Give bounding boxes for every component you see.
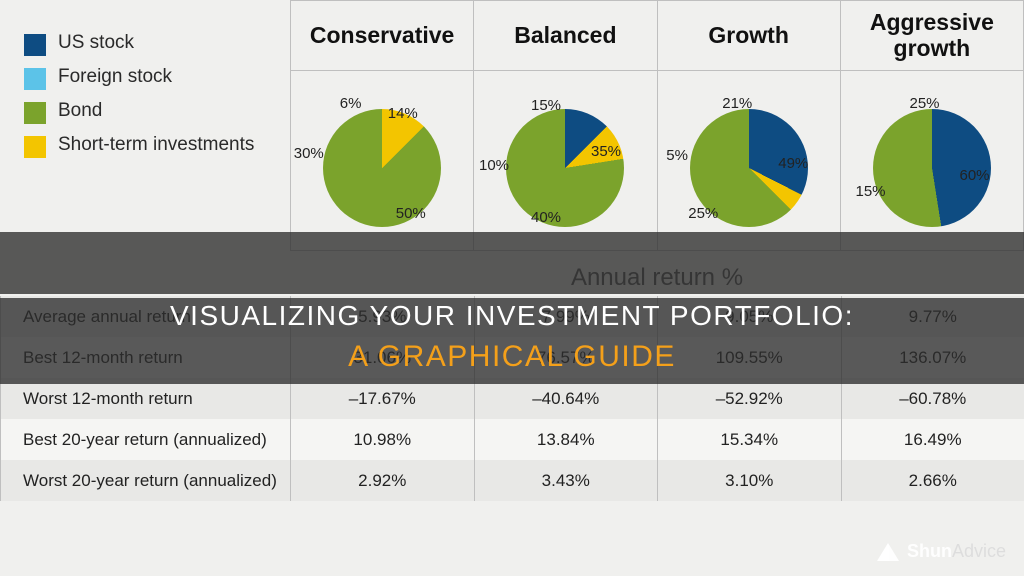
pie-slice-label: 25% [910, 95, 940, 112]
table-cell: 16.49% [841, 419, 1024, 460]
pie-slice-label: 15% [856, 183, 886, 200]
portfolio-header: Aggressivegrowth [840, 1, 1023, 71]
table-cell: –40.64% [474, 378, 658, 419]
table-cell: 3.10% [658, 460, 842, 501]
legend-label: Short-term investments [58, 134, 254, 156]
legend-item: Bond [24, 100, 272, 124]
table-cell: 2.92% [291, 460, 475, 501]
pie-slice-label: 10% [479, 157, 509, 174]
pie-slice-label: 50% [396, 205, 426, 222]
pie-row: 14% 6% 50% 30% 35% 15% 40% 10% 49% 21% 25% 5% 60% 25%… [291, 70, 1024, 250]
pie-cell: 35% 15% 40% 10% [474, 70, 657, 250]
overlay-band-1 [0, 232, 1024, 294]
table-cell: –52.92% [658, 378, 842, 419]
row-label: Best 20-year return (annualized) [1, 419, 291, 460]
overlay-line-1: VISUALIZING YOUR INVESTMENT PORTFOLIO: [0, 300, 1024, 332]
watermark-icon [877, 543, 899, 561]
portfolio-header: Conservative [291, 1, 474, 71]
pie-slice-label: 25% [688, 205, 718, 222]
pie-slice-label: 15% [531, 97, 561, 114]
pie-slice-label: 60% [960, 167, 990, 184]
legend-swatch [24, 136, 46, 158]
table-cell: 2.66% [841, 460, 1024, 501]
table-row: Worst 12-month return–17.67%–40.64%–52.9… [1, 378, 1024, 419]
table-cell: 13.84% [474, 419, 658, 460]
table-row: Worst 20-year return (annualized)2.92%3.… [1, 460, 1024, 501]
table-cell: 3.43% [474, 460, 658, 501]
pie-slice-label: 5% [666, 147, 688, 164]
portfolio-header-table: ConservativeBalancedGrowthAggressivegrow… [290, 0, 1024, 251]
pie-slice-label: 21% [722, 95, 752, 112]
portfolio-header: Growth [657, 1, 840, 71]
watermark-brand: Shun [907, 541, 952, 561]
pie-chart [506, 109, 624, 227]
pie-slice-label: 14% [388, 105, 418, 122]
pie-cell: 14% 6% 50% 30% [291, 70, 474, 250]
legend-label: Bond [58, 100, 102, 122]
pie-slice-label: 35% [591, 143, 621, 160]
legend-swatch [24, 68, 46, 90]
pie-slice-label: 30% [294, 145, 324, 162]
legend-swatch [24, 34, 46, 56]
pie-cell: 60% 25% 15% [840, 70, 1023, 250]
table-cell: –60.78% [841, 378, 1024, 419]
legend-item: US stock [24, 32, 272, 56]
pie-slice-label: 6% [340, 95, 362, 112]
legend-item: Short-term investments [24, 134, 272, 158]
watermark-text: ShunAdvice [907, 541, 1006, 562]
legend-swatch [24, 102, 46, 124]
pie-slice-label: 49% [778, 155, 808, 172]
watermark-suffix: Advice [952, 541, 1006, 561]
table-cell: 10.98% [291, 419, 475, 460]
table-cell: –17.67% [291, 378, 475, 419]
legend-label: US stock [58, 32, 134, 54]
row-label: Worst 20-year return (annualized) [1, 460, 291, 501]
overlay-line-2: A GRAPHICAL GUIDE [0, 340, 1024, 374]
watermark: ShunAdvice [877, 541, 1006, 562]
pie-slice-label: 40% [531, 209, 561, 226]
row-label: Worst 12-month return [1, 378, 291, 419]
table-row: Best 20-year return (annualized)10.98%13… [1, 419, 1024, 460]
portfolio-header: Balanced [474, 1, 657, 71]
table-cell: 15.34% [658, 419, 842, 460]
header-row: ConservativeBalancedGrowthAggressivegrow… [291, 1, 1024, 71]
legend-item: Foreign stock [24, 66, 272, 90]
pie-cell: 49% 21% 25% 5% [657, 70, 840, 250]
legend-label: Foreign stock [58, 66, 172, 88]
